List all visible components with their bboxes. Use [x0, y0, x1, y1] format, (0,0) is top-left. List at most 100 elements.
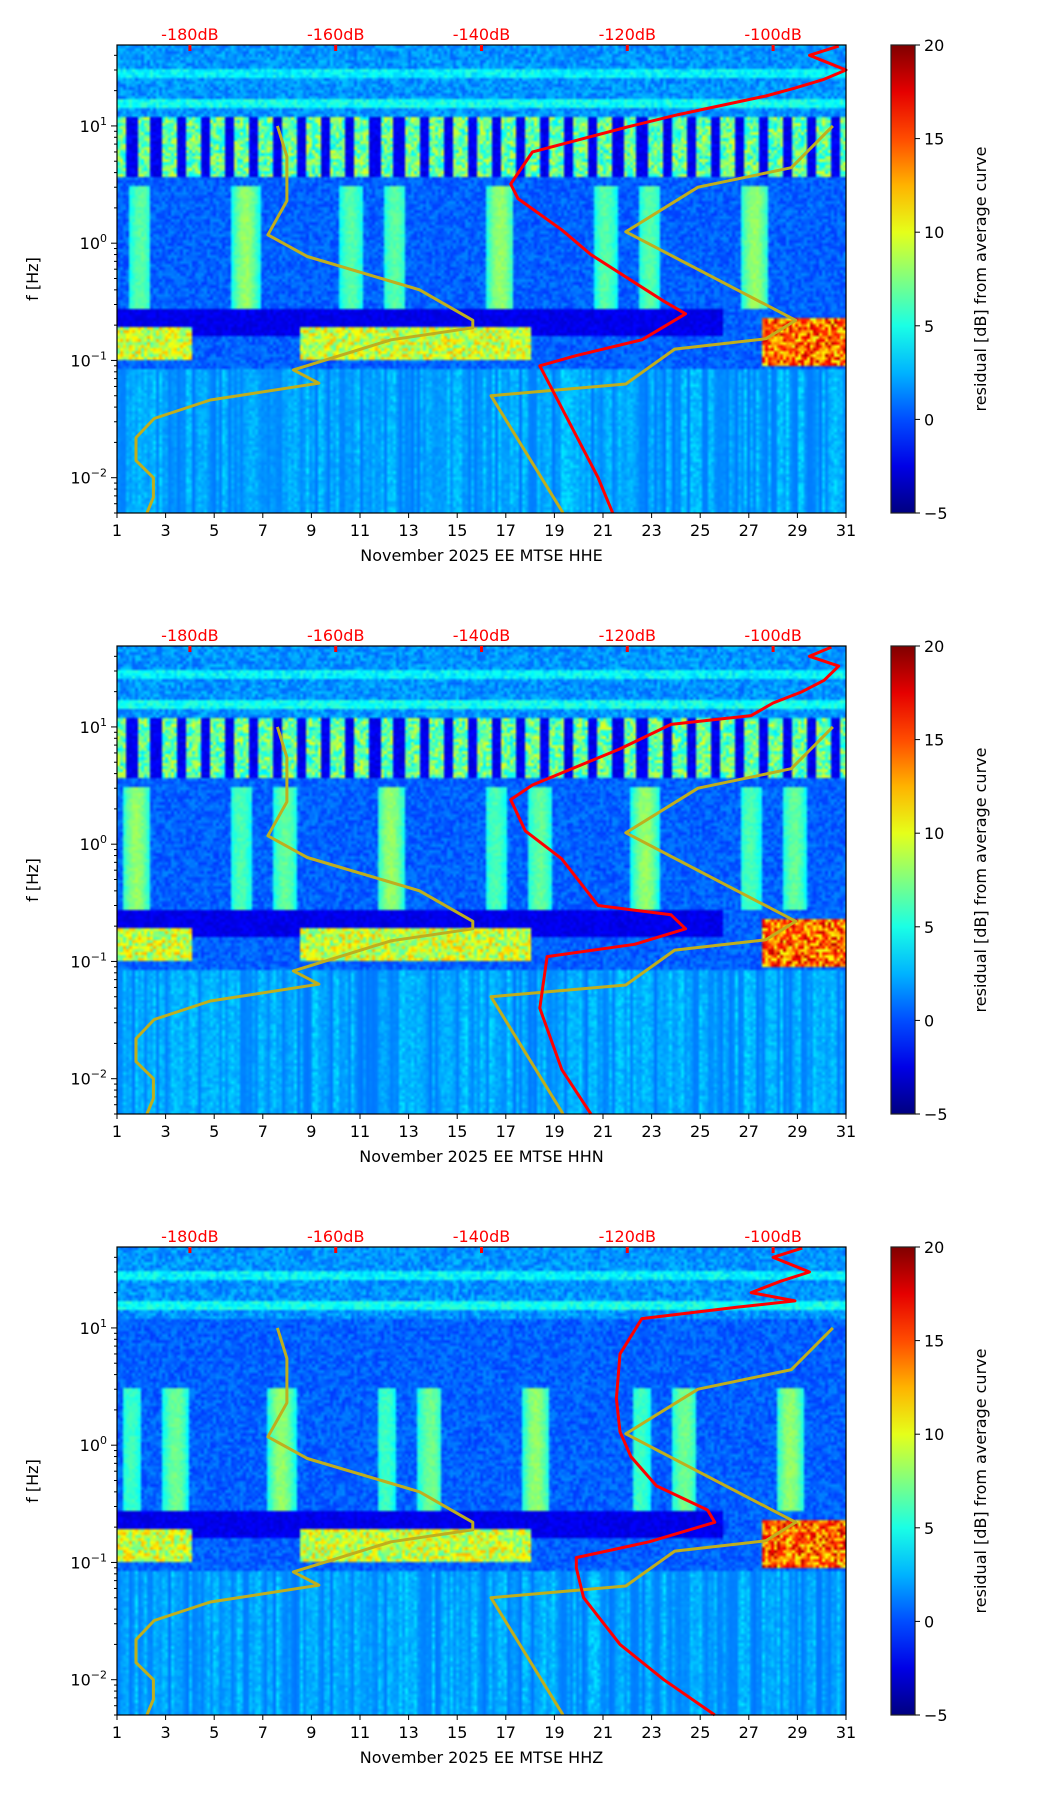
x-tick-label: 7 [258, 521, 268, 540]
x-tick-label: 27 [739, 1723, 759, 1742]
x-tick-label: 23 [641, 521, 661, 540]
colorbar-tick-label: −5 [924, 1706, 948, 1725]
spectrogram-heatmap [117, 646, 846, 1114]
y-tick-exponent: −2 [91, 1068, 107, 1081]
mean-PSD-curve [509, 645, 841, 1115]
colorbar-tick-label: 0 [924, 1011, 934, 1030]
x-tick-label: 5 [209, 1723, 219, 1742]
x-tick-label: 17 [496, 1122, 516, 1141]
x-tick-label: 29 [787, 521, 807, 540]
colorbar-tick-label: −5 [924, 1105, 948, 1124]
y-tick-exponent: −1 [91, 950, 107, 963]
x-axis-label: November 2025 EE MTSE HHE [360, 546, 603, 565]
y-tick-base: 10 [80, 1319, 100, 1338]
x-tick-label: 3 [161, 1723, 171, 1742]
x-tick-label: 13 [398, 521, 418, 540]
y-axis-label: f [Hz] [23, 257, 42, 301]
panel-hhe: -180dB -160dB -140dB -120dB -100dB 1 3 5 7 9 11 13 1… [0, 0, 1052, 601]
x-tick-label: 27 [739, 521, 759, 540]
colorbar-tick-label: 15 [924, 1332, 944, 1351]
top-tick-label: -160dB [307, 1227, 364, 1246]
y-tick-exponent: −2 [91, 1669, 107, 1682]
y-tick-exponent: −1 [91, 1551, 107, 1564]
y-tick-exponent: 1 [100, 115, 107, 128]
low-noise-model-curve [134, 726, 475, 1115]
x-tick-label: 1 [112, 1122, 122, 1141]
y-tick-base: 10 [80, 718, 100, 737]
x-tick-label: 13 [398, 1723, 418, 1742]
y-tick-label: 10−1 [70, 349, 107, 370]
top-tick-label: -100dB [744, 626, 801, 645]
mean-PSD-curve [509, 44, 848, 514]
y-tick-label: 100 [80, 232, 107, 253]
y-tick-exponent: −2 [91, 467, 107, 480]
colorbar-label: residual [dB] from average curve [971, 147, 990, 412]
top-tick-label: -120dB [599, 25, 656, 44]
spectrogram-heatmap [117, 45, 846, 513]
x-tick-label: 1 [112, 1723, 122, 1742]
y-tick-base: 10 [80, 1436, 100, 1455]
colorbar-label: residual [dB] from average curve [971, 748, 990, 1013]
y-tick-exponent: 1 [100, 1317, 107, 1330]
x-tick-label: 7 [258, 1723, 268, 1742]
x-tick-label: 11 [350, 1122, 370, 1141]
high-noise-model-curve [489, 124, 834, 514]
x-tick-label: 21 [593, 1723, 613, 1742]
top-tick-label: -100dB [744, 1227, 801, 1246]
top-tick-label: -160dB [307, 626, 364, 645]
x-tick-label: 29 [787, 1723, 807, 1742]
x-tick-label: 9 [306, 521, 316, 540]
top-tick-label: -100dB [744, 25, 801, 44]
x-tick-label: 29 [787, 1122, 807, 1141]
plot-frame [116, 1246, 847, 1716]
colorbar-tick-label: 0 [924, 410, 934, 429]
x-tick-label: 5 [209, 521, 219, 540]
y-tick-base: 10 [80, 117, 100, 136]
y-tick-label: 10−2 [70, 1669, 107, 1690]
x-tick-label: 31 [836, 1723, 856, 1742]
x-tick-label: 19 [544, 521, 564, 540]
y-tick-label: 10−2 [70, 467, 107, 488]
x-tick-label: 11 [350, 1723, 370, 1742]
colorbar-tick-label: 10 [924, 223, 944, 242]
colorbar-tick-label: 10 [924, 824, 944, 843]
colorbar-tick-label: 5 [924, 317, 934, 336]
x-tick-label: 15 [447, 1723, 467, 1742]
high-noise-model-curve [489, 1326, 834, 1716]
x-tick-label: 23 [641, 1122, 661, 1141]
x-tick-label: 23 [641, 1723, 661, 1742]
x-tick-label: 31 [836, 1122, 856, 1141]
x-tick-label: 25 [690, 1122, 710, 1141]
x-tick-label: 3 [161, 521, 171, 540]
plot-frame [116, 44, 847, 514]
x-tick-label: 11 [350, 521, 370, 540]
x-tick-label: 17 [496, 521, 516, 540]
x-tick-label: 19 [544, 1122, 564, 1141]
mean-PSD-curve [574, 1246, 811, 1717]
y-tick-base: 10 [80, 835, 100, 854]
x-tick-label: 5 [209, 1122, 219, 1141]
y-tick-exponent: 0 [100, 1434, 107, 1447]
y-tick-exponent: 0 [100, 833, 107, 846]
low-noise-model-curve [134, 1327, 475, 1716]
y-tick-base: 10 [70, 469, 90, 488]
x-axis-label: November 2025 EE MTSE HHZ [360, 1748, 603, 1767]
colorbar-tick-label: 10 [924, 1425, 944, 1444]
colorbar [890, 1246, 916, 1716]
y-tick-base: 10 [80, 234, 100, 253]
x-tick-label: 15 [447, 521, 467, 540]
top-tick-label: -140dB [453, 1227, 510, 1246]
high-noise-model-curve [489, 725, 834, 1115]
top-tick-label: -160dB [307, 25, 364, 44]
colorbar-tick-label: −5 [924, 504, 948, 523]
y-tick-base: 10 [70, 1070, 90, 1089]
y-tick-label: 10−2 [70, 1068, 107, 1089]
colorbar [890, 44, 916, 514]
top-tick-label: -140dB [453, 626, 510, 645]
colorbar-tick-label: 15 [924, 731, 944, 750]
y-tick-label: 101 [80, 1317, 107, 1338]
top-tick-label: -120dB [599, 626, 656, 645]
colorbar-label: residual [dB] from average curve [971, 1349, 990, 1614]
